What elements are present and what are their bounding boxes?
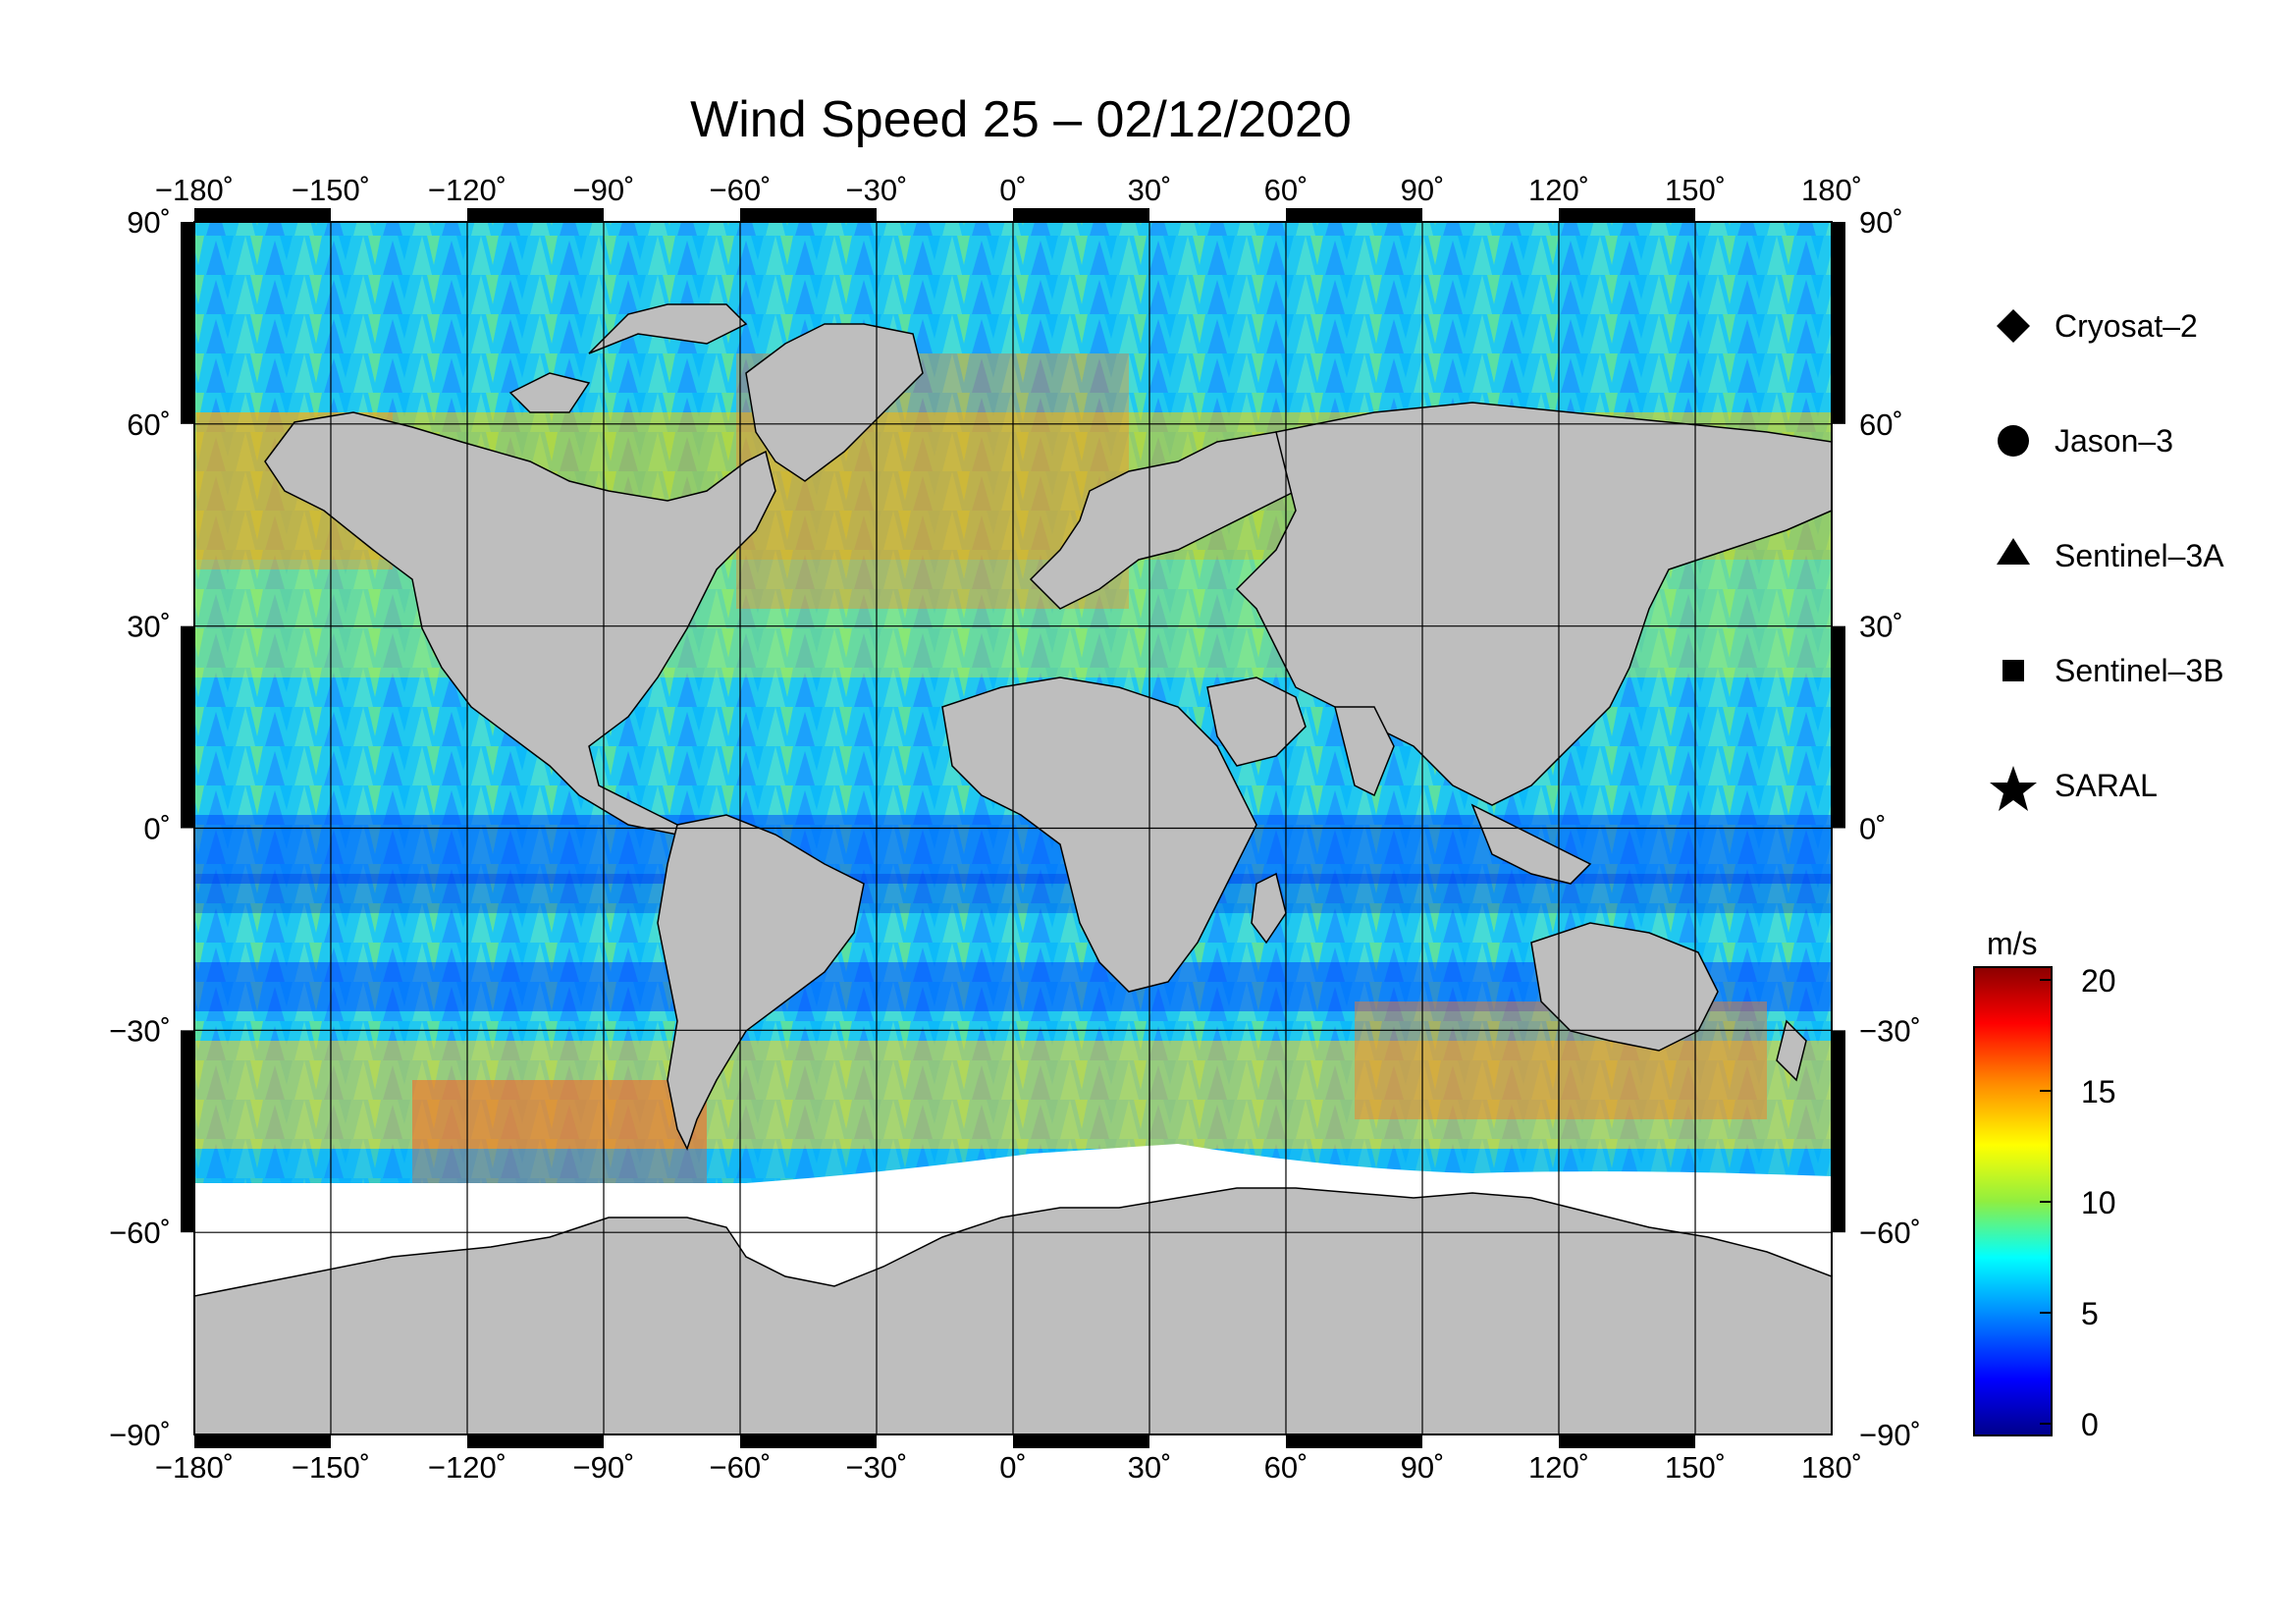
colorbar-tick-label: 15: [2081, 1074, 2116, 1109]
lat-tick-label: −60˚: [109, 1216, 171, 1250]
circle-marker-icon: [1998, 425, 2029, 457]
lon-tick-label: −90˚: [573, 1450, 635, 1485]
lat-tick-label: −90˚: [109, 1418, 171, 1452]
lon-tick-label: −30˚: [846, 173, 908, 207]
colorbar-tick-label: 20: [2081, 963, 2116, 999]
lon-tick-label: 0˚: [999, 1450, 1027, 1485]
lon-tick-label: 180˚: [1801, 1450, 1862, 1485]
frame-bar-left: [181, 1030, 194, 1233]
lat-tick-label: −30˚: [1859, 1013, 1921, 1048]
lat-tick-label: 0˚: [143, 812, 171, 846]
lat-tick-label: 60˚: [1859, 407, 1903, 442]
lon-tick-label: −30˚: [846, 1450, 908, 1485]
lon-tick-label: −90˚: [573, 173, 635, 207]
legend-label-sentinel3a: Sentinel–3A: [2055, 538, 2224, 573]
lat-tick-label: 30˚: [1859, 610, 1903, 644]
lon-tick-label: −150˚: [292, 173, 370, 207]
frame-bar-bottom: [740, 1434, 877, 1448]
frame-bar-right: [1832, 625, 1845, 829]
frame-bar-bottom: [467, 1434, 604, 1448]
frame-bars: [181, 208, 1845, 1448]
lat-labels-left: 90˚ 60˚ 30˚ 0˚ −30˚ −60˚ −90˚: [109, 205, 171, 1452]
lat-tick-label: −90˚: [1859, 1418, 1921, 1452]
triangle-marker-icon: [1997, 538, 2030, 565]
lon-tick-label: 60˚: [1264, 173, 1308, 207]
frame-bar-top: [1559, 208, 1695, 222]
lat-tick-label: −60˚: [1859, 1216, 1921, 1250]
lat-tick-label: 60˚: [127, 407, 171, 442]
colorbar-tick-label: 5: [2081, 1296, 2099, 1331]
lon-tick-label: −120˚: [428, 173, 507, 207]
colorbar-gradient: [1973, 966, 2053, 1436]
frame-bar-left: [181, 625, 194, 829]
colorbar: m/s 20 15 10 5 0: [1973, 926, 2116, 1442]
frame-bar-top: [1286, 208, 1422, 222]
lon-tick-label: −150˚: [292, 1450, 370, 1485]
colorbar-unit: m/s: [1987, 926, 2038, 961]
frame-bar-bottom: [1286, 1434, 1422, 1448]
legend-label-cryosat: Cryosat–2: [2055, 308, 2198, 344]
lon-tick-label: −120˚: [428, 1450, 507, 1485]
frame-bar-top: [467, 208, 604, 222]
frame-bar-right: [1832, 1030, 1845, 1233]
lon-tick-label: 30˚: [1128, 173, 1172, 207]
graticule: [194, 222, 1832, 1434]
colorbar-tick-label: 0: [2081, 1407, 2099, 1442]
star-marker-icon: [1990, 766, 2037, 811]
lon-tick-label: 60˚: [1264, 1450, 1308, 1485]
lon-tick-label: 120˚: [1528, 173, 1589, 207]
lon-tick-label: −60˚: [710, 1450, 772, 1485]
map-title: Wind Speed 25 – 02/12/2020: [690, 91, 1352, 148]
frame-bar-right: [1832, 222, 1845, 424]
frame-bar-left: [181, 222, 194, 424]
square-marker-icon: [2002, 660, 2024, 681]
lon-tick-label: 90˚: [1401, 173, 1445, 207]
lat-labels-right: 90˚ 60˚ 30˚ 0˚ −30˚ −60˚ −90˚: [1859, 205, 1921, 1452]
frame-bar-bottom: [1013, 1434, 1149, 1448]
frame-bar-bottom: [1559, 1434, 1695, 1448]
lat-tick-label: 30˚: [127, 610, 171, 644]
lat-tick-label: 90˚: [127, 205, 171, 240]
lat-tick-label: −30˚: [109, 1013, 171, 1048]
lon-tick-label: −180˚: [155, 173, 234, 207]
lat-tick-label: 90˚: [1859, 205, 1903, 240]
frame-bar-top: [1013, 208, 1149, 222]
legend-label-sentinel3b: Sentinel–3B: [2055, 653, 2224, 688]
lon-tick-label: 150˚: [1665, 173, 1726, 207]
satellite-legend: Cryosat–2 Jason–3 Sentinel–3A Sentinel–3…: [1990, 308, 2224, 811]
frame-bar-top: [740, 208, 877, 222]
lon-tick-label: −60˚: [710, 173, 772, 207]
lon-tick-label: 0˚: [999, 173, 1027, 207]
legend-label-jason: Jason–3: [2055, 423, 2173, 459]
lon-labels-top: −180˚ −150˚ −120˚ −90˚ −60˚ −30˚ 0˚ 30˚ 60˚ 90˚ 12…: [155, 173, 1862, 207]
frame-bar-bottom: [194, 1434, 331, 1448]
colorbar-tick-label: 10: [2081, 1185, 2116, 1220]
lon-tick-label: 150˚: [1665, 1450, 1726, 1485]
diamond-marker-icon: [1997, 309, 2030, 343]
lon-labels-bottom: −180˚ −150˚ −120˚ −90˚ −60˚ −30˚ 0˚ 30˚ 60˚ 90˚ 12…: [155, 1450, 1862, 1485]
lon-tick-label: 180˚: [1801, 173, 1862, 207]
lon-tick-label: −180˚: [155, 1450, 234, 1485]
lat-tick-label: 0˚: [1859, 812, 1887, 846]
legend-label-saral: SARAL: [2055, 768, 2158, 803]
lon-tick-label: 90˚: [1401, 1450, 1445, 1485]
lon-tick-label: 120˚: [1528, 1450, 1589, 1485]
frame-bar-top: [194, 208, 331, 222]
lon-tick-label: 30˚: [1128, 1450, 1172, 1485]
